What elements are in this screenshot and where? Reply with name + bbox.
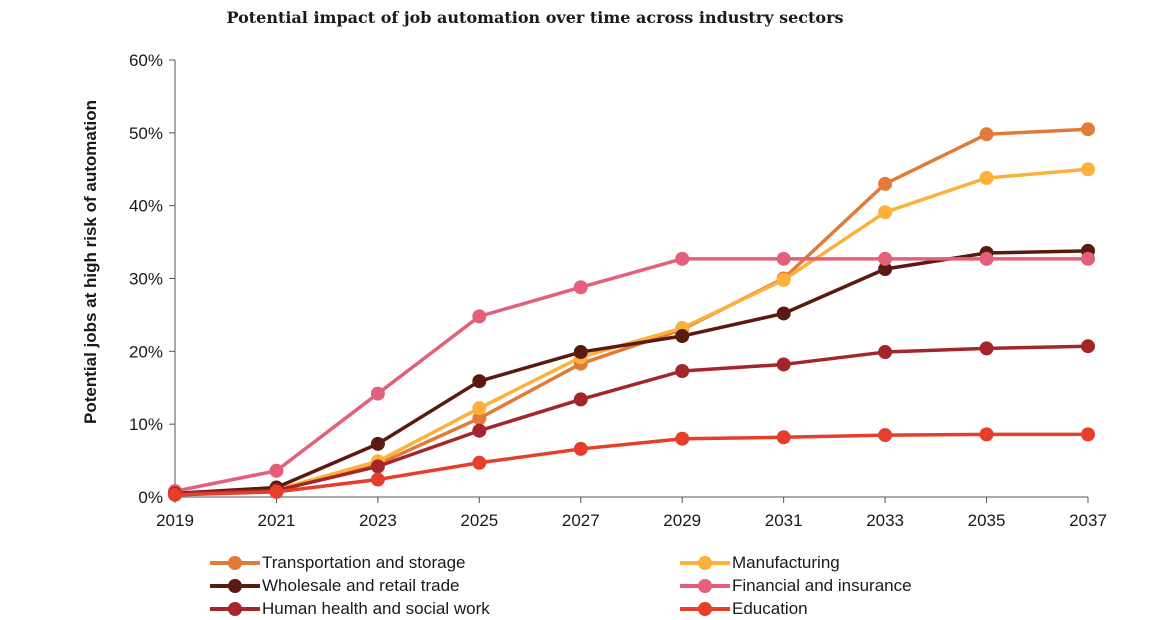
series-line-education [174,432,1088,497]
y-tick-label: 40% [129,197,163,216]
data-point-wholesale-and-retail-trade [878,262,893,277]
legend-swatch [680,552,730,574]
x-tick-label: 2033 [866,511,904,530]
series-line-human-health-and-social-work [174,344,1089,496]
legend-label: Transportation and storage [262,553,466,572]
data-point-manufacturing [979,170,994,185]
data-point-financial-and-insurance [269,463,284,478]
legend-item-education: Education [680,598,1010,620]
data-point-human-health-and-social-work [776,357,791,372]
data-point-wholesale-and-retail-trade [776,306,791,321]
data-point-financial-and-insurance [573,280,588,295]
x-tick-label: 2021 [258,511,296,530]
series-education [168,427,1095,502]
series-wholesale-and-retail-trade [168,243,1095,501]
x-tick-label: 2035 [968,511,1006,530]
legend-swatch [210,575,260,597]
data-point-education [776,430,791,445]
legend-label: Wholesale and retail trade [262,576,460,595]
data-point-financial-and-insurance [776,251,791,266]
series-layer [168,122,1095,502]
legend-swatch [680,598,730,620]
x-tick-label: 2029 [663,511,701,530]
legend-label: Manufacturing [732,553,840,572]
legend-label: Human health and social work [262,599,490,618]
data-point-transportation-and-storage [472,411,487,426]
data-point-education [979,427,994,442]
data-point-financial-and-insurance [472,309,487,324]
series-line-financial-and-insurance [174,257,1088,493]
legend: Transportation and storage Manufacturing W… [210,552,1010,620]
legend-label: Financial and insurance [732,576,912,595]
legend-item-transportation-and-storage: Transportation and storage [210,552,680,574]
data-point-education [573,441,588,456]
chart-title: Potential impact of job automation over … [226,8,844,27]
data-point-wholesale-and-retail-trade [675,329,690,344]
data-point-human-health-and-social-work [675,363,690,378]
y-tick-label: 10% [129,415,163,434]
data-point-financial-and-insurance [1081,251,1095,266]
x-tick-label: 2023 [359,511,397,530]
legend-item-wholesale-and-retail-trade: Wholesale and retail trade [210,575,680,597]
y-tick-label: 0% [138,488,163,507]
data-point-education [878,428,893,443]
axes: 0% 10% 20% 30% 40% 50% 60% 2019 2021 2023 2025 2027… [129,51,1107,530]
data-point-human-health-and-social-work [979,341,994,356]
data-point-human-health-and-social-work [1081,339,1095,354]
data-point-manufacturing [878,205,893,220]
series-financial-and-insurance [168,251,1095,499]
data-point-transportation-and-storage [979,127,994,142]
data-point-education [370,472,385,487]
data-point-education [1081,427,1095,442]
data-point-wholesale-and-retail-trade [370,436,385,451]
data-point-financial-and-insurance [878,251,893,266]
y-tick-label: 60% [129,51,163,70]
x-tick-label: 2027 [562,511,600,530]
y-tick-label: 50% [129,124,163,143]
data-point-financial-and-insurance [675,251,690,266]
y-tick-label: 20% [129,342,163,361]
data-point-human-health-and-social-work [573,392,588,407]
data-point-education [675,431,690,446]
legend-label: Education [732,599,808,618]
legend-item-financial-and-insurance: Financial and insurance [680,575,1010,597]
data-point-human-health-and-social-work [472,423,487,438]
data-point-financial-and-insurance [370,386,385,401]
data-point-transportation-and-storage [878,176,893,191]
data-point-manufacturing [1081,162,1095,177]
x-tick-label: 2037 [1069,511,1107,530]
data-point-human-health-and-social-work [370,459,385,474]
legend-swatch [210,552,260,574]
data-point-manufacturing [472,401,487,416]
y-tick-label: 30% [129,270,163,289]
data-point-education [472,455,487,470]
data-point-wholesale-and-retail-trade [472,374,487,389]
data-point-transportation-and-storage [1081,122,1095,137]
legend-item-manufacturing: Manufacturing [680,552,1010,574]
data-point-education [269,484,284,499]
data-point-wholesale-and-retail-trade [573,345,588,360]
series-line-wholesale-and-retail-trade [174,249,1089,496]
y-axis-label: Potential jobs at high risk of automatio… [81,100,100,424]
series-line-transportation-and-storage [174,127,1089,496]
legend-item-human-health-and-social-work: Human health and social work [210,598,680,620]
x-tick-label: 2025 [460,511,498,530]
legend-swatch [680,575,730,597]
x-tick-label: 2031 [765,511,803,530]
legend-swatch [210,598,260,620]
data-point-financial-and-insurance [979,251,994,266]
x-tick-label: 2019 [156,511,194,530]
data-point-human-health-and-social-work [878,345,893,360]
data-point-manufacturing [776,272,791,287]
data-point-education [168,487,182,502]
